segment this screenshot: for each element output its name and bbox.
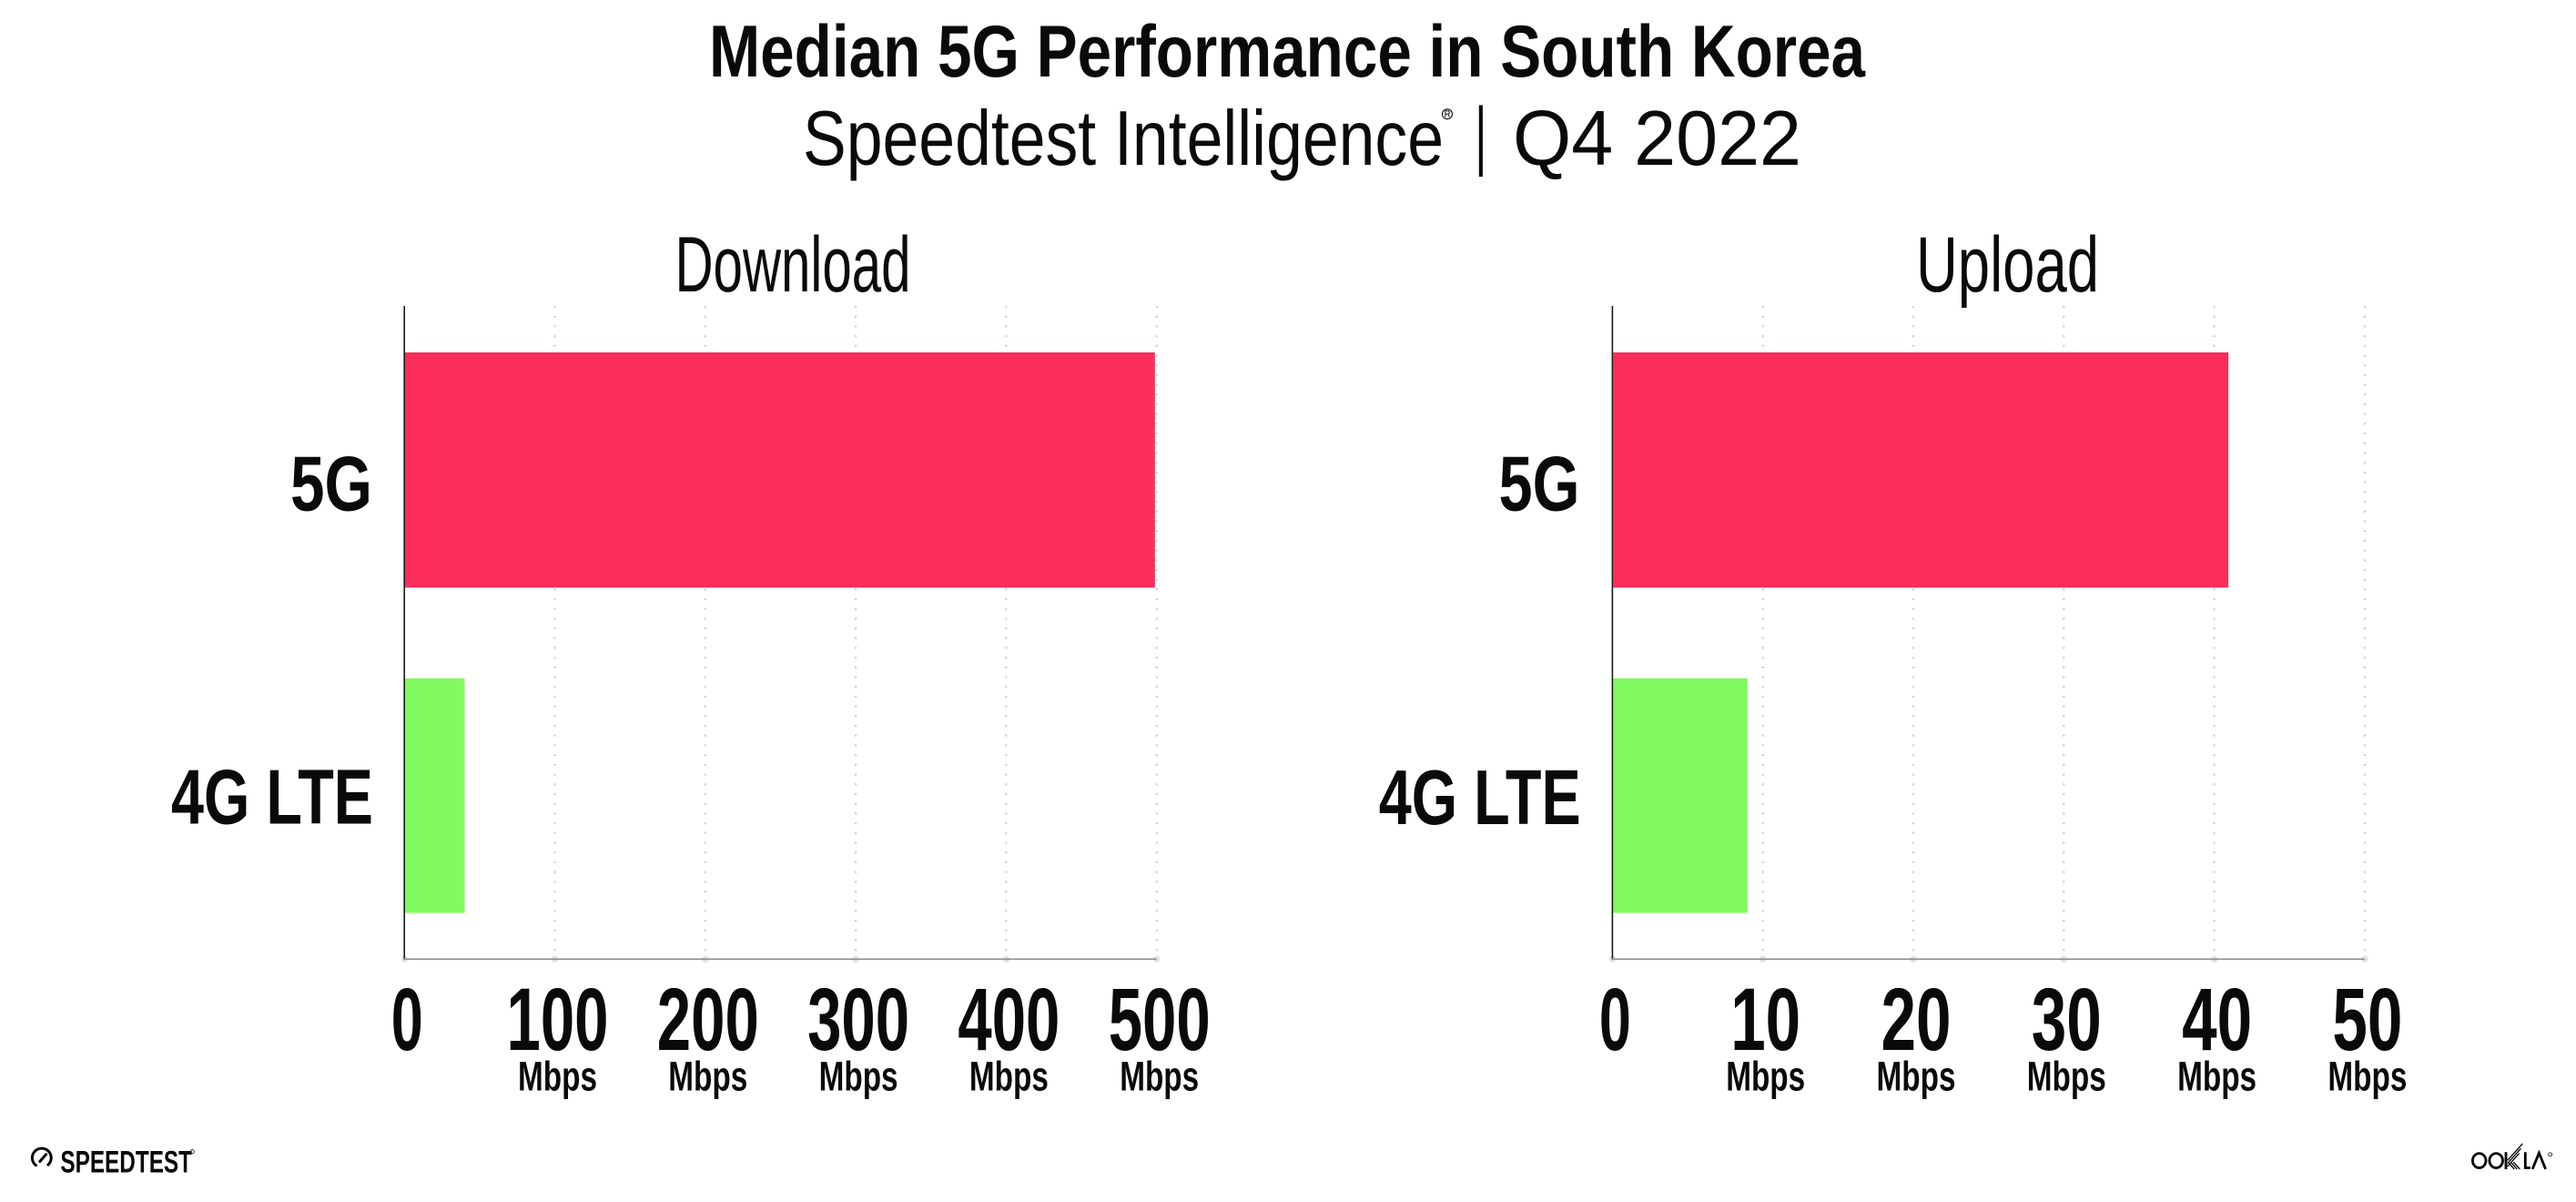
svg-text:50: 50	[2332, 970, 2402, 1069]
svg-text:Mbps: Mbps	[518, 1054, 597, 1100]
svg-text:Mbps: Mbps	[1877, 1054, 1956, 1100]
svg-text:Mbps: Mbps	[668, 1054, 747, 1100]
svg-text:Mbps: Mbps	[819, 1054, 898, 1100]
svg-text:Mbps: Mbps	[1120, 1054, 1199, 1100]
svg-text:0: 0	[1599, 970, 1631, 1069]
svg-text:30: 30	[2032, 970, 2102, 1069]
svg-text:4G LTE: 4G LTE	[1379, 755, 1581, 841]
svg-text:40: 40	[2182, 970, 2252, 1069]
svg-text:5G: 5G	[1499, 442, 1580, 528]
svg-text:SPEEDTEST: SPEEDTEST	[60, 1146, 192, 1180]
svg-text:5G: 5G	[290, 442, 372, 528]
svg-text:200: 200	[657, 970, 759, 1069]
svg-text:Median 5G Performance in South: Median 5G Performance in South Korea	[709, 11, 1866, 93]
svg-text:20: 20	[1881, 970, 1952, 1069]
svg-text:Mbps: Mbps	[2328, 1054, 2407, 1100]
svg-text:300: 300	[807, 970, 909, 1069]
svg-text:Mbps: Mbps	[1726, 1054, 1805, 1100]
svg-text:0: 0	[391, 970, 423, 1069]
svg-text:100: 100	[507, 970, 609, 1069]
svg-text:Upload: Upload	[1916, 221, 2099, 309]
svg-text:Mbps: Mbps	[2027, 1054, 2106, 1100]
svg-text:4G LTE: 4G LTE	[171, 755, 373, 841]
svg-text:10: 10	[1730, 970, 1800, 1069]
svg-text:500: 500	[1109, 970, 1211, 1069]
svg-text:400: 400	[958, 970, 1060, 1069]
svg-text:Mbps: Mbps	[2177, 1054, 2257, 1100]
svg-text:Speedtest Intelligence: Speedtest Intelligence	[803, 96, 1444, 182]
svg-text:Mbps: Mbps	[969, 1054, 1049, 1100]
svg-text:Q4 2022: Q4 2022	[1513, 96, 1801, 182]
svg-text:Download: Download	[675, 221, 911, 309]
